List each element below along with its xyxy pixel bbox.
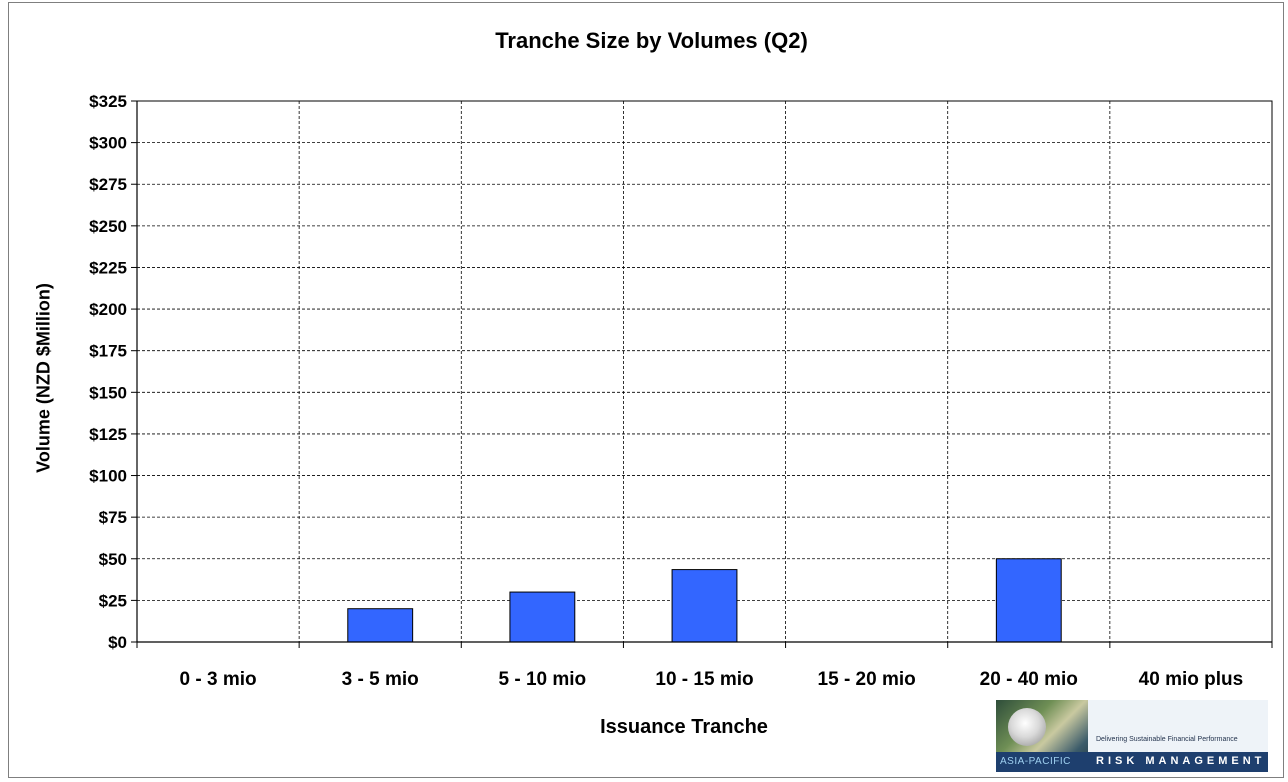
- y-tick-label: $325: [89, 92, 127, 111]
- y-tick-label: $300: [89, 134, 127, 153]
- y-tick-label: $200: [89, 300, 127, 319]
- chart-frame: [8, 2, 1284, 778]
- x-tick-label: 5 - 10 mio: [499, 669, 587, 690]
- y-tick-labels: $0 $25 $50 $75 $100 $125 $150 $175 $200 $225 $250 $…: [89, 92, 127, 652]
- y-tick-label: $75: [99, 508, 127, 527]
- logo-name: RISK MANAGEMENT: [1096, 755, 1266, 767]
- x-tick-labels: 0 - 3 mio 3 - 5 mio 5 - 10 mio 10 - 15 mio 1…: [180, 669, 1244, 690]
- company-logo: Delivering Sustainable Financial Perform…: [996, 700, 1268, 772]
- y-tick-label: $275: [89, 175, 127, 194]
- bar-2: [509, 591, 576, 643]
- bar-5: [995, 558, 1062, 643]
- logo-tagline: Delivering Sustainable Financial Perform…: [1096, 736, 1238, 743]
- y-tick-label: $100: [89, 467, 127, 486]
- x-tick-label: 10 - 15 mio: [655, 669, 753, 690]
- grid-lines: [136, 100, 1273, 643]
- y-tick-label: $250: [89, 217, 127, 236]
- y-tick-label: $50: [99, 550, 127, 569]
- logo-region: ASIA-PACIFIC: [1000, 756, 1071, 767]
- x-tick-label: 0 - 3 mio: [180, 669, 257, 690]
- bars: [347, 558, 1062, 643]
- x-tick-label: 20 - 40 mio: [980, 669, 1078, 690]
- x-tick-label: 40 mio plus: [1139, 669, 1244, 690]
- y-tick-label: $125: [89, 425, 127, 444]
- chart-title: Tranche Size by Volumes (Q2): [495, 28, 808, 53]
- y-tick-label: $25: [99, 591, 127, 610]
- bar-1: [347, 608, 414, 643]
- x-tick-label: 3 - 5 mio: [342, 669, 419, 690]
- axes: [131, 100, 1273, 648]
- plot-area: [136, 100, 1273, 643]
- y-tick-label: $0: [108, 633, 127, 652]
- x-tick-label: 15 - 20 mio: [818, 669, 916, 690]
- y-tick-label: $175: [89, 342, 127, 361]
- y-tick-label: $225: [89, 258, 127, 277]
- x-axis-label: Issuance Tranche: [600, 716, 768, 738]
- y-tick-label: $150: [89, 383, 127, 402]
- bar-3: [671, 569, 738, 643]
